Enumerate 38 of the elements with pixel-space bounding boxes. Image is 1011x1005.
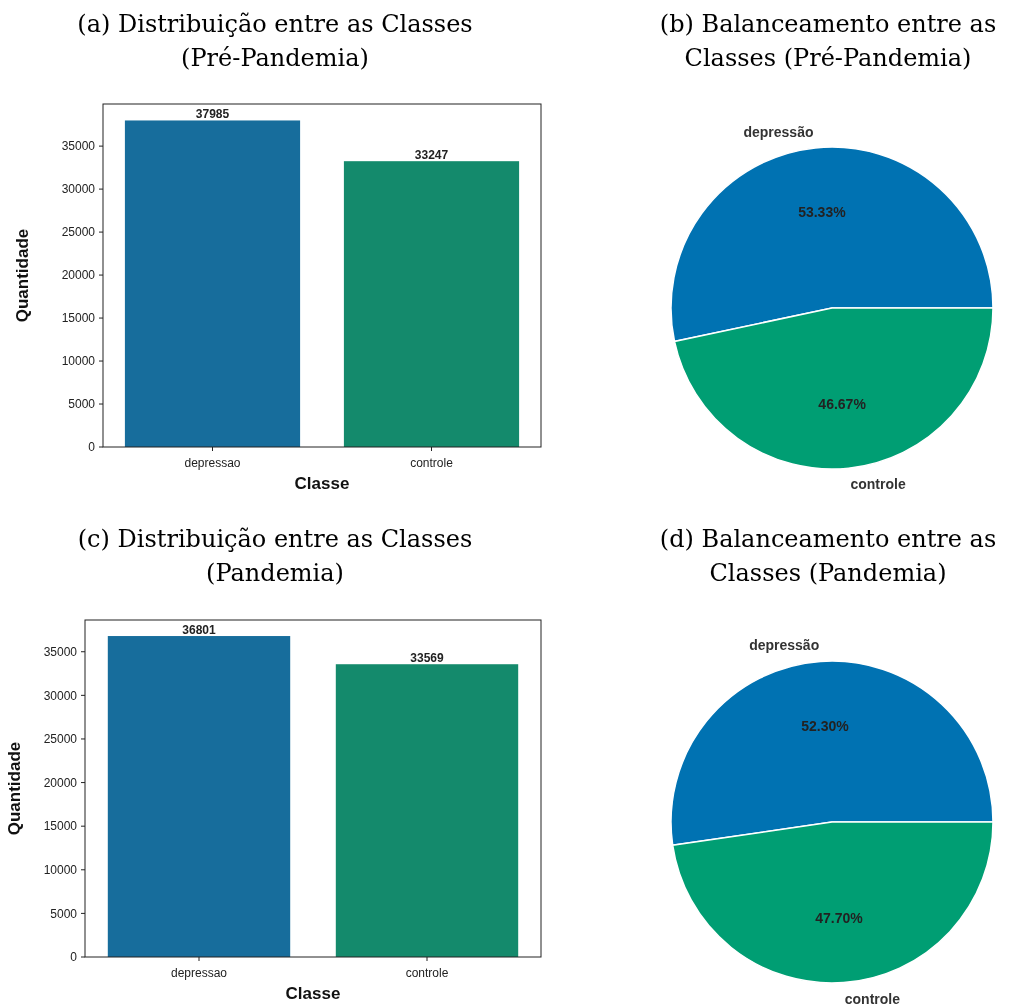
data-label: 46.67% (818, 395, 867, 412)
x-axis-title: Classe (294, 474, 350, 493)
y-tick-label: 15000 (61, 311, 96, 326)
y-tick-label: 30000 (61, 182, 96, 197)
y-tick-label: 20000 (43, 775, 78, 790)
y-axis-title: Quantidade (5, 741, 24, 836)
y-axis-title: Quantidade (13, 228, 32, 323)
slice-label: depressão (749, 637, 820, 654)
y-tick-label: 0 (70, 950, 78, 965)
y-tick-label: 20000 (61, 268, 96, 283)
slice-label: controle (844, 990, 901, 1005)
y-tick-label: 35000 (61, 139, 96, 154)
data-label: 47.70% (815, 910, 864, 927)
y-tick-label: 25000 (61, 225, 96, 240)
data-label: 33247 (414, 148, 449, 163)
y-tick-label: 0 (88, 440, 96, 455)
data-label: 52.30% (801, 717, 850, 734)
y-tick-label: 15000 (43, 819, 78, 834)
chart-title: (b) Balanceamento entre as Classes (Pré-Pandemia) (659, 10, 997, 72)
y-tick-label: 35000 (43, 644, 78, 659)
slice-label: controle (850, 476, 906, 493)
y-tick-label: 10000 (61, 354, 96, 369)
chart-title: (d) Balanceamento entre as Classes (Pandemia) (659, 525, 997, 587)
y-tick-label: 30000 (43, 688, 78, 703)
data-label: 36801 (182, 623, 217, 638)
y-tick-label: 10000 (43, 862, 78, 877)
x-tick-label: depressao (184, 456, 241, 470)
x-axis-title: Classe (285, 984, 341, 1003)
y-tick-label: 5000 (68, 397, 96, 412)
chart-title: (c) Distribuição entre as Classes (Pandemia) (77, 525, 473, 587)
data-label: 37985 (195, 107, 230, 122)
y-tick-label: 25000 (43, 732, 78, 747)
slice-label: depressão (743, 123, 814, 140)
chart-title: (a) Distribuição entre as Classes (Pré-Pandemia) (77, 10, 473, 72)
y-tick-label: 5000 (50, 906, 78, 921)
x-tick-label: depressao (170, 966, 228, 980)
data-label: 33569 (410, 651, 445, 666)
data-label: 53.33% (798, 203, 847, 220)
